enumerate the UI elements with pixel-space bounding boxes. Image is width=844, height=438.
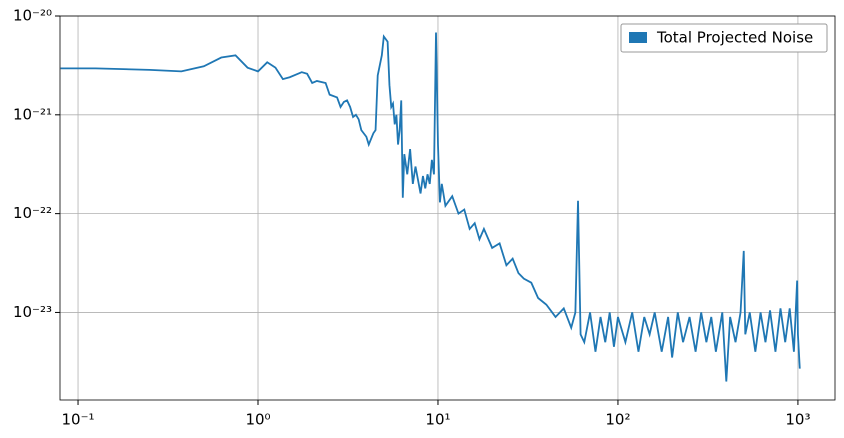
y-tick-label: 10⁻²² — [13, 204, 52, 222]
x-tick-label: 10³ — [785, 411, 810, 429]
legend-label: Total Projected Noise — [656, 29, 813, 47]
x-tick-label: 10⁻¹ — [62, 411, 95, 429]
legend-swatch — [629, 32, 647, 43]
y-tick-label: 10⁻²³ — [13, 303, 52, 321]
y-tick-label: 10⁻²¹ — [13, 105, 52, 123]
x-tick-label: 10¹ — [425, 411, 450, 429]
x-tick-label: 10² — [605, 411, 630, 429]
x-tick-label: 10⁰ — [245, 411, 270, 429]
plot-frame — [59, 15, 836, 401]
y-tick-label: 10⁻²⁰ — [13, 7, 52, 25]
legend-box — [620, 23, 828, 53]
data-line — [60, 32, 801, 382]
